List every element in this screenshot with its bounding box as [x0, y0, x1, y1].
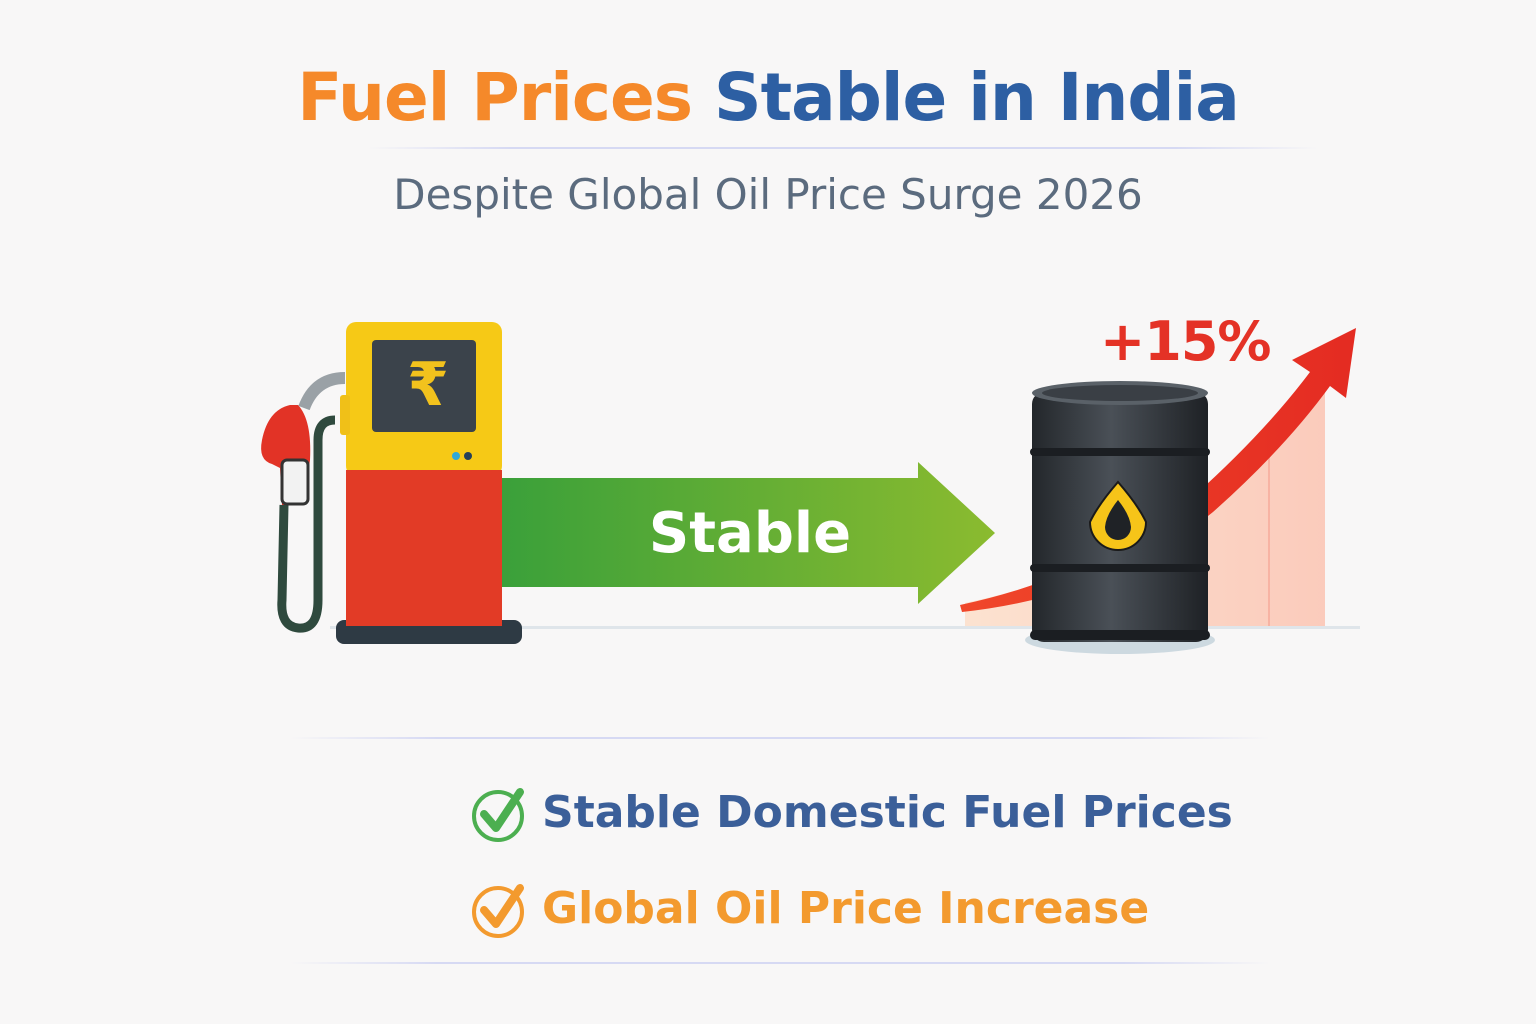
right-arrow-icon [500, 462, 995, 604]
legend-label: Global Oil Price Increase [542, 883, 1150, 934]
fuel-pump-icon [261, 322, 522, 644]
title-main: Stable in India [714, 59, 1240, 136]
oil-drop-icon [1088, 480, 1148, 551]
increase-percentage: +15% [1100, 310, 1271, 373]
legend-item-domestic: Stable Domestic Fuel Prices [468, 782, 1233, 844]
check-circle-icon [472, 788, 524, 842]
title-divider [368, 147, 1318, 149]
title-highlight: Fuel Prices [297, 59, 693, 136]
rupee-symbol: ₹ [407, 350, 449, 420]
legend-item-global: Global Oil Price Increase [468, 878, 1149, 940]
page-title: Fuel Prices Stable in India [0, 58, 1536, 138]
legend-label: Stable Domestic Fuel Prices [542, 787, 1233, 838]
footer-divider [290, 962, 1270, 964]
ground-line [330, 626, 1360, 629]
page-subtitle: Despite Global Oil Price Surge 2026 [393, 170, 1143, 219]
check-circle-icon [472, 884, 524, 938]
stable-arrow-label: Stable [648, 501, 852, 566]
section-divider [290, 737, 1270, 739]
